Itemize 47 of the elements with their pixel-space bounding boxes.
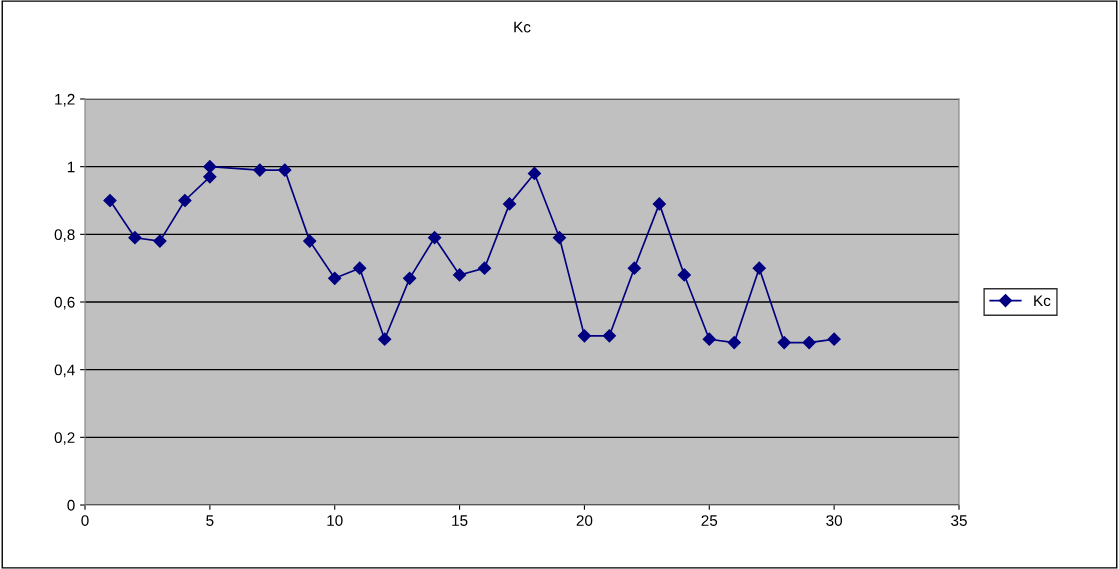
point [827,332,841,346]
point [253,163,267,177]
point [103,193,117,208]
point [403,271,417,285]
point [303,234,317,248]
y-tick-label: 0 [67,499,75,511]
point [752,261,766,275]
point [153,234,167,248]
point [777,336,791,350]
point [577,329,592,343]
point [428,231,442,245]
x-tick-label: 0 [81,515,89,526]
point [527,166,542,181]
point [477,261,492,275]
x-tick-label: 35 [951,515,967,526]
point [727,336,741,350]
point [602,329,616,343]
point [677,268,691,282]
y-tick-label: 0,6 [54,296,75,310]
x-tick-label: 15 [452,515,468,526]
x-tick-label: 5 [206,515,214,526]
y-tick-label: 0,8 [54,229,75,242]
y-tick-label: 1 [67,161,75,173]
chart-title: Kc [514,21,531,33]
legend-label: Kc [1034,295,1051,307]
x-tick-label: 10 [327,515,343,526]
y-tick-label: 1,2 [55,93,75,107]
point [203,170,217,184]
point [552,231,567,245]
point [128,231,142,245]
point [802,336,816,350]
point [652,197,666,211]
point [353,261,367,275]
point [203,160,217,174]
x-tick-label: 20 [576,515,593,526]
point [502,197,517,211]
point [627,261,641,275]
y-tick-label: 0,2 [54,432,75,445]
point [452,268,467,282]
point [328,271,342,285]
x-tick-label: 25 [701,515,718,526]
point [378,332,392,346]
y-tick-label: 0,4 [54,364,75,378]
point [278,163,292,177]
point [178,193,192,208]
point [702,332,716,346]
x-tick-label: 30 [826,515,843,526]
